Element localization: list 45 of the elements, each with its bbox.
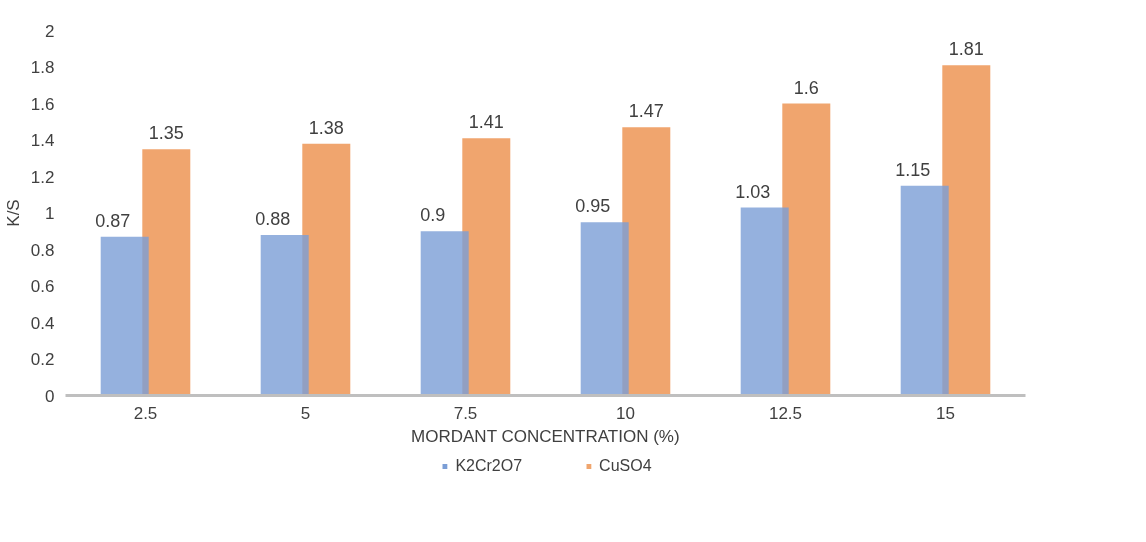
data-label: 1.03: [735, 181, 771, 202]
bar: [782, 103, 831, 396]
y-tick-label: 1.4: [30, 131, 55, 150]
bar: [622, 127, 671, 396]
x-tick-label: 7.5: [453, 403, 478, 423]
bar: [142, 149, 191, 396]
y-tick-label: 1.6: [30, 94, 55, 114]
bar: [740, 207, 789, 396]
x-axis-title: MORDANT CONCENTRATION (%): [411, 426, 680, 446]
bar: [942, 65, 991, 396]
x-tick-label: 12.5: [768, 403, 803, 423]
bar: [100, 236, 149, 396]
x-tick-label: 10: [616, 403, 635, 423]
bar: [580, 222, 629, 396]
data-label: 0.87: [95, 210, 131, 231]
data-label: 0.9: [420, 205, 446, 226]
legend-label: K2Cr2O7: [455, 457, 523, 475]
data-label: 1.38: [308, 117, 344, 138]
y-tick-label: 0.2: [30, 350, 55, 369]
y-tick-label: 0: [45, 386, 55, 406]
y-tick-label: 0.6: [30, 277, 55, 296]
data-label: 1.47: [628, 101, 664, 122]
y-tick-label: 1.8: [30, 58, 55, 77]
y-tick-label: 1.2: [30, 167, 55, 187]
data-label: 1.41: [468, 112, 504, 133]
x-tick-label: 15: [936, 403, 955, 423]
data-label: 0.88: [255, 208, 291, 229]
y-tick-label: 2: [45, 21, 55, 41]
x-tick-label: 5: [300, 403, 311, 423]
data-label: 1.15: [895, 159, 931, 180]
bar: [260, 234, 309, 396]
data-label: 1.81: [948, 39, 984, 60]
bar: [900, 185, 949, 396]
y-axis-title: K/S: [3, 199, 23, 227]
y-tick-label: 1: [45, 204, 55, 223]
data-label: 0.95: [575, 196, 611, 217]
y-tick-label: 0.4: [30, 313, 55, 333]
bar: [420, 231, 469, 396]
bar: [302, 143, 351, 396]
data-label: 1.6: [793, 77, 819, 98]
y-tick-label: 0.8: [30, 240, 55, 260]
x-tick-label: 2.5: [133, 403, 158, 423]
bar: [462, 138, 511, 396]
data-label: 1.35: [148, 123, 184, 144]
legend-label: CuSO4: [599, 457, 652, 475]
